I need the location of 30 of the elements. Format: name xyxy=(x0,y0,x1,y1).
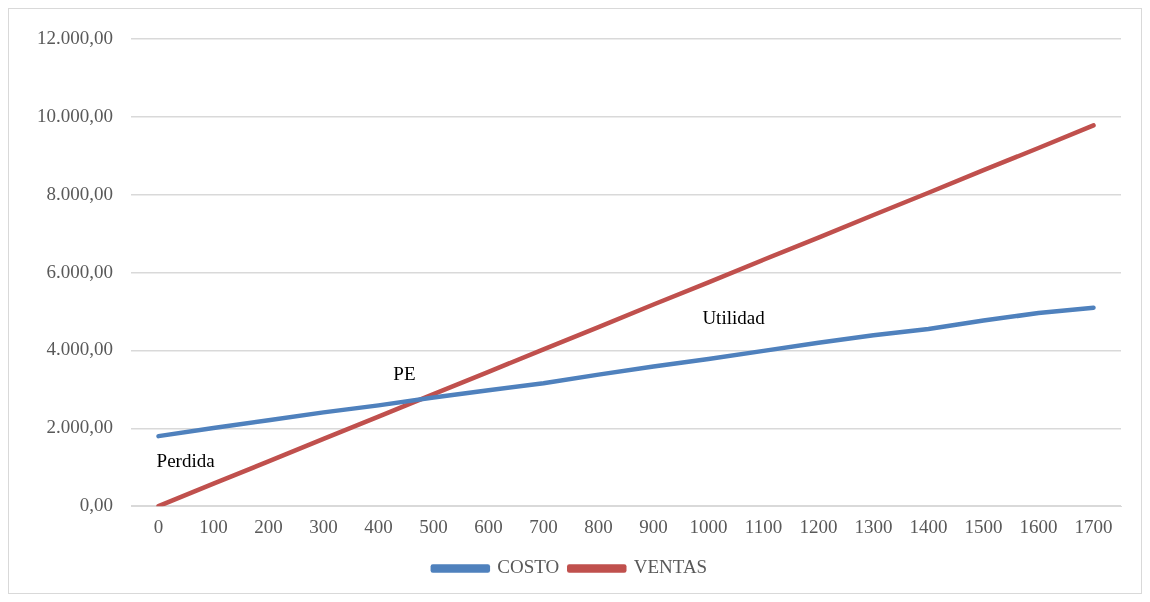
x-tick-label: 1700 xyxy=(1074,515,1113,537)
x-tick-label: 700 xyxy=(529,515,558,537)
y-tick-label: 0,00 xyxy=(79,494,113,516)
y-tick-label: 10.000,00 xyxy=(37,104,113,126)
x-tick-label: 600 xyxy=(474,515,503,537)
x-tick-label: 1200 xyxy=(799,515,838,537)
x-tick-label: 0 xyxy=(153,515,164,537)
annotation: Utilidad xyxy=(702,307,766,329)
x-tick-label: 1000 xyxy=(689,515,728,537)
x-tick-label: 200 xyxy=(254,515,283,537)
x-tick-label: 900 xyxy=(639,515,668,537)
legend-label: VENTAS xyxy=(633,556,708,578)
y-tick-label: 8.000,00 xyxy=(46,182,113,204)
annotation: PE xyxy=(393,363,416,385)
x-tick-label: 800 xyxy=(584,515,613,537)
y-tick-label: 12.000,00 xyxy=(37,26,113,48)
x-tick-label: 300 xyxy=(309,515,338,537)
x-tick-label: 1400 xyxy=(909,515,948,537)
x-tick-label: 1500 xyxy=(964,515,1003,537)
x-tick-label: 1300 xyxy=(854,515,893,537)
annotation: Perdida xyxy=(156,449,216,471)
x-tick-label: 1100 xyxy=(744,515,783,537)
x-tick-label: 400 xyxy=(364,515,393,537)
x-tick-label: 1600 xyxy=(1019,515,1058,537)
y-tick-label: 6.000,00 xyxy=(46,260,113,282)
y-tick-label: 4.000,00 xyxy=(46,338,113,360)
x-tick-label: 100 xyxy=(199,515,228,537)
y-tick-label: 2.000,00 xyxy=(46,416,113,438)
x-tick-label: 500 xyxy=(419,515,448,537)
legend-label: COSTO xyxy=(497,556,560,578)
